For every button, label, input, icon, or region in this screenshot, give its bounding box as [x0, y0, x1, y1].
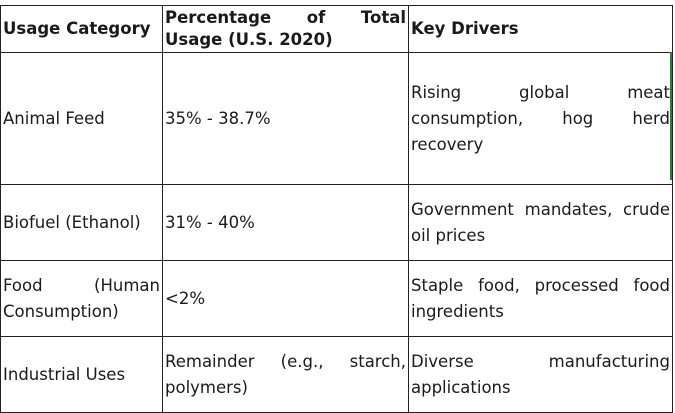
cell-percentage: 31% - 40%	[162, 184, 409, 261]
cell-category: Food (Human Consumption)	[0, 260, 163, 337]
header-key-drivers: Key Drivers	[408, 5, 673, 53]
cell-category: Industrial Uses	[0, 336, 163, 413]
table-row: Industrial Uses Remainder (e.g., starch,…	[0, 336, 673, 413]
header-row: Usage Category Percentage of Total Usage…	[0, 5, 673, 53]
table-row: Biofuel (Ethanol) 31% - 40% Government m…	[0, 184, 673, 261]
cell-percentage: Remainder (e.g., starch, polymers)	[162, 336, 409, 413]
cell-drivers: Diverse manufacturing applications	[408, 336, 673, 413]
usage-table: Usage Category Percentage of Total Usage…	[0, 5, 673, 413]
table-row: Food (Human Consumption) <2% Staple food…	[0, 260, 673, 337]
cell-category: Animal Feed	[0, 52, 163, 185]
table-row: Animal Feed 35% - 38.7% Rising global me…	[0, 52, 673, 185]
header-usage-category: Usage Category	[0, 5, 163, 53]
cell-percentage: <2%	[162, 260, 409, 337]
header-percentage: Percentage of Total Usage (U.S. 2020)	[162, 5, 409, 53]
cell-category: Biofuel (Ethanol)	[0, 184, 163, 261]
cell-drivers: Staple food, processed food ingredients	[408, 260, 673, 337]
cell-percentage: 35% - 38.7%	[162, 52, 409, 185]
cell-drivers: Rising global meat consumption, hog herd…	[408, 52, 673, 185]
cell-drivers: Government mandates, crude oil prices	[408, 184, 673, 261]
accent-rule	[670, 52, 672, 180]
